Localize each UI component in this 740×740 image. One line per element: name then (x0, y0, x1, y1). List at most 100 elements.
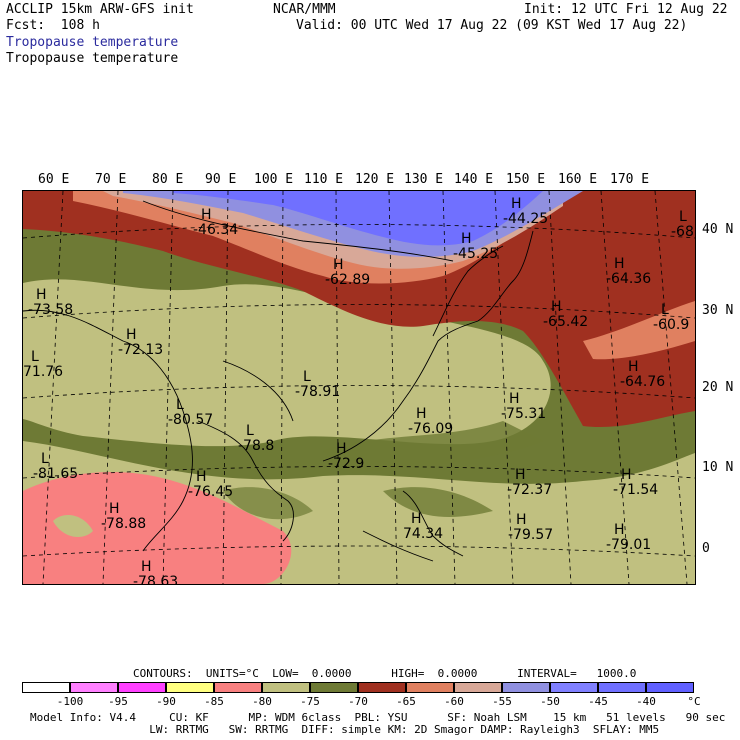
model-title: ACCLIP 15km ARW-GFS init (6, 2, 194, 17)
colorbar-swatch (262, 682, 310, 693)
extremum-value: 71.76 (23, 364, 63, 380)
colorbar-label: -100 (56, 695, 84, 708)
extremum-symbol: H (516, 512, 527, 528)
extremum-symbol: L (246, 423, 254, 439)
longitude-label: 130 E (404, 172, 444, 187)
model-info-line2: LW: RRTMG SW: RRTMG DIFF: simple KM: 2D … (30, 723, 660, 736)
latitude-label: 30 N (702, 303, 734, 318)
longitude-label: 170 E (610, 172, 650, 187)
extremum-value: -64.36 (606, 271, 651, 287)
colorbar-swatch (214, 682, 262, 693)
colorbar-swatch (454, 682, 502, 693)
init-time: Init: 12 UTC Fri 12 Aug 22 (524, 2, 728, 17)
extremum-symbol: L (31, 349, 39, 365)
colorbar-label: -90 (156, 695, 176, 708)
extremum-value: -72.13 (118, 342, 163, 358)
extremum-symbol: H (511, 196, 522, 212)
valid-time: Valid: 00 UTC Wed 17 Aug 22 (09 KST Wed … (296, 18, 688, 33)
longitude-label: 90 E (205, 172, 237, 187)
extremum-value: -68 (671, 224, 694, 240)
longitude-label: 60 E (38, 172, 70, 187)
colorbar-label: -50 (540, 695, 560, 708)
extremum-symbol: L (176, 397, 184, 413)
colorbar-swatch (310, 682, 358, 693)
extremum-value: -64.76 (620, 374, 665, 390)
extremum-value: -79.01 (606, 537, 651, 553)
longitude-label: 140 E (454, 172, 494, 187)
extremum-symbol: H (461, 231, 472, 247)
colorbar-swatch (70, 682, 118, 693)
extremum-value: -76.09 (408, 421, 453, 437)
extremum-value: -46.34 (193, 222, 238, 238)
extremum-value: -76.45 (188, 484, 233, 500)
latitude-label: 20 N (702, 380, 734, 395)
colorbar-label: -55 (492, 695, 512, 708)
colorbar-unit: °C (687, 695, 701, 708)
longitude-label: 80 E (152, 172, 184, 187)
colorbar-swatch (118, 682, 166, 693)
longitude-label: 160 E (558, 172, 598, 187)
colorbar-label: -85 (204, 695, 224, 708)
extremum-value: 74.34 (403, 526, 443, 542)
extremum-value: -80.57 (168, 412, 213, 428)
colorbar-swatch (502, 682, 550, 693)
extremum-value: -60.9 (653, 317, 689, 333)
model-info-line1: Model Info: V4.4 CU: KF MP: WDM 6class P… (30, 711, 726, 724)
extremum-symbol: H (333, 257, 344, 273)
extremum-symbol: L (41, 451, 49, 467)
extremum-symbol: H (551, 299, 562, 315)
extremum-symbol: H (614, 522, 625, 538)
extremum-value: -72.9 (328, 456, 364, 472)
extremum-value: -44.25 (503, 211, 548, 227)
colorbar-swatch (166, 682, 214, 693)
colorbar-label: -70 (348, 695, 368, 708)
colorbar-label: -65 (396, 695, 416, 708)
colorbar-swatch (598, 682, 646, 693)
colorbar-swatch (22, 682, 70, 693)
extremum-value: -79.57 (508, 527, 553, 543)
extremum-value: -78.88 (101, 516, 146, 532)
colorbar-label: -80 (252, 695, 272, 708)
colorbar-swatch (406, 682, 454, 693)
extremum-symbol: H (515, 467, 526, 483)
extremum-symbol: H (411, 511, 422, 527)
extremum-symbol: H (614, 256, 625, 272)
latitude-label: 40 N (702, 222, 734, 237)
colorbar-label: -75 (300, 695, 320, 708)
extremum-symbol: H (36, 287, 47, 303)
extremum-symbol: H (109, 501, 120, 517)
extremum-symbol: H (336, 441, 347, 457)
longitude-label: 70 E (95, 172, 127, 187)
extremum-symbol: H (416, 406, 427, 422)
extremum-value: -78.91 (295, 384, 340, 400)
latitude-label: 10 N (702, 460, 734, 475)
extremum-value: -72.37 (507, 482, 552, 498)
extremum-symbol: H (201, 207, 212, 223)
extremum-value: -73.58 (28, 302, 73, 318)
extremum-value: -78.8 (238, 438, 274, 454)
extremum-symbol: H (126, 327, 137, 343)
extremum-symbol: L (661, 302, 669, 318)
forecast-hour: Fcst: 108 h (6, 18, 100, 33)
field-title: Tropopause temperature (6, 51, 179, 66)
extremum-value: -81.65 (33, 466, 78, 482)
colorbar-swatch (646, 682, 694, 693)
extremum-value: -71.54 (613, 482, 658, 498)
colorbar-label: -60 (444, 695, 464, 708)
center-label: NCAR/MMM (273, 2, 336, 17)
longitude-label: 110 E (304, 172, 344, 187)
tropopause-temperature-map: H -46.34 H -44.25 H -45.25 L -68 H -62.89 H -64.36 H… (22, 190, 696, 585)
latitude-label: 0 (702, 541, 710, 556)
longitude-label: 120 E (355, 172, 395, 187)
extremum-symbol: H (509, 391, 520, 407)
longitude-label: 100 E (254, 172, 294, 187)
extremum-value: -75.31 (501, 406, 546, 422)
extremum-value: -62.89 (325, 272, 370, 288)
longitude-label: 150 E (506, 172, 546, 187)
colorbar-label: -40 (636, 695, 656, 708)
extremum-symbol: L (303, 369, 311, 385)
extremum-value: -65.42 (543, 314, 588, 330)
contours-info: CONTOURS: UNITS=°C LOW= 0.0000 HIGH= 0.0… (133, 667, 637, 680)
extremum-value: -45.25 (453, 246, 498, 262)
colorbar-swatch (358, 682, 406, 693)
